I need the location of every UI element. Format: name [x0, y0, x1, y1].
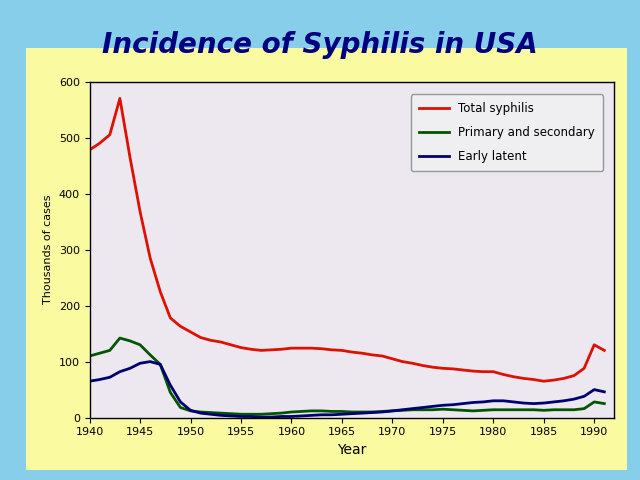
Early latent [126, 365, 134, 371]
Total syphilis [116, 96, 124, 101]
Total syphilis [278, 347, 285, 352]
Total syphilis [86, 147, 93, 153]
Primary and secondary [287, 409, 295, 415]
Early latent [147, 359, 154, 364]
Primary and secondary [348, 409, 356, 415]
Early latent [419, 405, 426, 410]
Y-axis label: Thousands of cases: Thousands of cases [43, 195, 53, 304]
Line: Total syphilis: Total syphilis [90, 98, 604, 381]
Early latent [86, 378, 93, 384]
X-axis label: Year: Year [337, 443, 367, 457]
Early latent [378, 409, 386, 415]
Primary and secondary [237, 411, 245, 417]
Total syphilis [369, 352, 376, 358]
Early latent [439, 402, 447, 408]
Line: Early latent: Early latent [90, 361, 604, 417]
Total syphilis [429, 364, 436, 370]
Primary and secondary [116, 335, 124, 341]
Primary and secondary [439, 406, 447, 412]
Primary and secondary [136, 342, 144, 348]
Total syphilis [409, 360, 417, 366]
Early latent [257, 414, 265, 420]
Total syphilis [136, 209, 144, 215]
Text: Incidence of Syphilis in USA: Incidence of Syphilis in USA [102, 31, 538, 59]
Early latent [287, 414, 295, 420]
Total syphilis [540, 378, 548, 384]
Total syphilis [338, 348, 346, 353]
Primary and secondary [600, 401, 608, 407]
Early latent [348, 411, 356, 417]
Legend: Total syphilis, Primary and secondary, Early latent: Total syphilis, Primary and secondary, E… [411, 94, 604, 171]
Early latent [600, 389, 608, 395]
Primary and secondary [378, 408, 386, 414]
Line: Primary and secondary: Primary and secondary [90, 338, 604, 414]
Primary and secondary [419, 407, 426, 413]
Primary and secondary [86, 353, 93, 359]
Total syphilis [600, 348, 608, 353]
